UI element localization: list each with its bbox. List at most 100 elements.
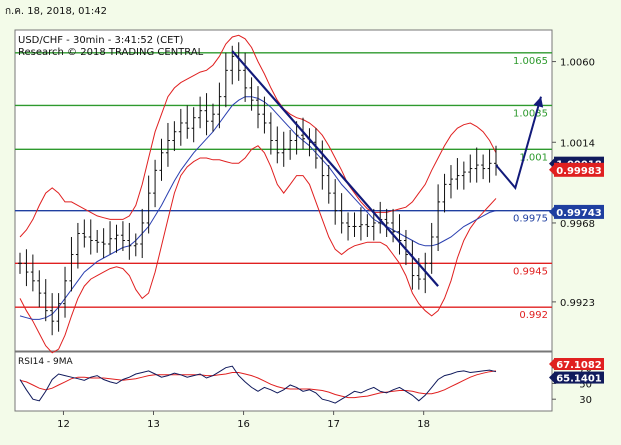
rsi-tick-label: 50 bbox=[579, 379, 592, 390]
price-bar bbox=[436, 184, 441, 252]
price-bar bbox=[153, 159, 158, 208]
x-tick-label: 13 bbox=[147, 419, 160, 430]
level-label: 1.001 bbox=[519, 152, 548, 163]
price-bar bbox=[468, 154, 473, 183]
price-bar bbox=[429, 222, 434, 274]
price-bar bbox=[88, 219, 93, 255]
date-time-stamp: ก.ค. 18, 2018, 01:42 bbox=[5, 6, 107, 17]
rsi-value-box bbox=[554, 358, 604, 371]
rsi-ma-line bbox=[19, 370, 497, 399]
y-tick-label: 0.9968 bbox=[560, 219, 595, 230]
price-bar bbox=[210, 103, 215, 132]
price-bar bbox=[108, 221, 113, 255]
price-bar bbox=[18, 252, 22, 274]
price-box bbox=[554, 204, 604, 219]
rsi-value-label: 67.1082 bbox=[556, 360, 602, 371]
price-bar bbox=[120, 221, 125, 252]
price-bar bbox=[101, 228, 106, 259]
price-bar bbox=[384, 208, 389, 237]
price-bar bbox=[56, 293, 61, 332]
bollinger-lower-line bbox=[19, 145, 497, 354]
price-bar bbox=[288, 129, 293, 160]
price-bar bbox=[30, 254, 35, 292]
rsi-title: RSI14 - 9MA bbox=[18, 357, 74, 367]
price-bar bbox=[95, 229, 100, 253]
level-label: 1.0065 bbox=[513, 56, 548, 67]
projection-arrowhead bbox=[533, 96, 544, 108]
price-bar bbox=[159, 138, 164, 181]
level-label: 0.9975 bbox=[513, 214, 548, 225]
price-bar bbox=[165, 122, 170, 167]
price-box bbox=[554, 162, 604, 177]
rsi-value-box bbox=[554, 371, 604, 384]
price-bar bbox=[455, 158, 460, 190]
x-tick-label: 16 bbox=[237, 419, 250, 430]
x-tick-label: 17 bbox=[327, 419, 340, 430]
price-bar bbox=[403, 229, 408, 266]
price-axis: 1.0060 1.0014 0.9968 0.9923 bbox=[552, 58, 595, 309]
price-bar bbox=[442, 173, 447, 213]
price-bar bbox=[333, 179, 338, 225]
price-bar bbox=[43, 279, 48, 322]
research-credit: Research © 2018 TRADING CENTRAL bbox=[18, 47, 204, 58]
rsi-line bbox=[19, 365, 497, 404]
price-bar bbox=[339, 193, 344, 234]
price-bar bbox=[275, 126, 280, 164]
level-label: 0.9945 bbox=[513, 266, 548, 277]
price-bar bbox=[461, 161, 466, 190]
price-bar bbox=[223, 52, 228, 108]
price-bar bbox=[346, 212, 351, 241]
price-box-label: 0.99743 bbox=[556, 208, 602, 219]
price-bar bbox=[178, 108, 183, 146]
y-tick-label: 1.0060 bbox=[560, 58, 595, 69]
price-bar bbox=[352, 212, 357, 237]
price-bar bbox=[146, 175, 151, 234]
price-bar bbox=[326, 165, 331, 204]
price-bar bbox=[294, 121, 299, 155]
price-bar bbox=[281, 131, 286, 167]
projection-path bbox=[495, 96, 542, 190]
price-bar bbox=[249, 77, 254, 111]
price-bar bbox=[448, 165, 453, 199]
price-bar bbox=[198, 96, 203, 129]
y-tick-label: 0.9923 bbox=[560, 298, 595, 309]
price-bar bbox=[172, 121, 177, 152]
price-bar bbox=[204, 93, 209, 136]
price-bar bbox=[114, 224, 119, 253]
price-bar bbox=[217, 82, 222, 129]
price-bar bbox=[37, 270, 42, 308]
price-bar bbox=[487, 149, 492, 183]
rsi-value-pointer bbox=[549, 359, 554, 370]
price-box-label: 0.99983 bbox=[556, 166, 602, 177]
level-label: 1.0035 bbox=[513, 108, 548, 119]
rsi-panel bbox=[14, 351, 553, 412]
instrument-title: USD/CHF - 30min - 3:41:52 (CET) bbox=[18, 35, 184, 46]
bollinger-upper-line bbox=[19, 34, 497, 238]
price-bar bbox=[75, 222, 80, 269]
rsi-value-label: 65.1401 bbox=[556, 374, 602, 385]
rsi-tick-label: 30 bbox=[579, 395, 592, 406]
price-bar bbox=[391, 208, 396, 243]
trend-annotations bbox=[231, 50, 544, 287]
x-tick-label: 18 bbox=[417, 419, 430, 430]
price-bar bbox=[474, 147, 479, 183]
price-bar bbox=[69, 236, 74, 292]
price-bar bbox=[133, 233, 138, 257]
price-bar bbox=[397, 214, 402, 255]
price-bar bbox=[262, 96, 267, 134]
price-bar bbox=[50, 293, 55, 336]
x-tick-label: 12 bbox=[57, 419, 70, 430]
price-bar bbox=[320, 140, 325, 190]
y-tick-label: 1.0014 bbox=[560, 138, 595, 149]
price-bar bbox=[127, 222, 132, 260]
time-axis: 12 13 16 17 18 bbox=[57, 411, 430, 430]
price-bar bbox=[63, 266, 68, 318]
price-box-pointer bbox=[549, 206, 554, 217]
price-box-pointer bbox=[549, 164, 554, 175]
price-bar bbox=[24, 249, 29, 287]
level-label: 0.992 bbox=[519, 310, 548, 321]
price-bar bbox=[243, 52, 248, 102]
